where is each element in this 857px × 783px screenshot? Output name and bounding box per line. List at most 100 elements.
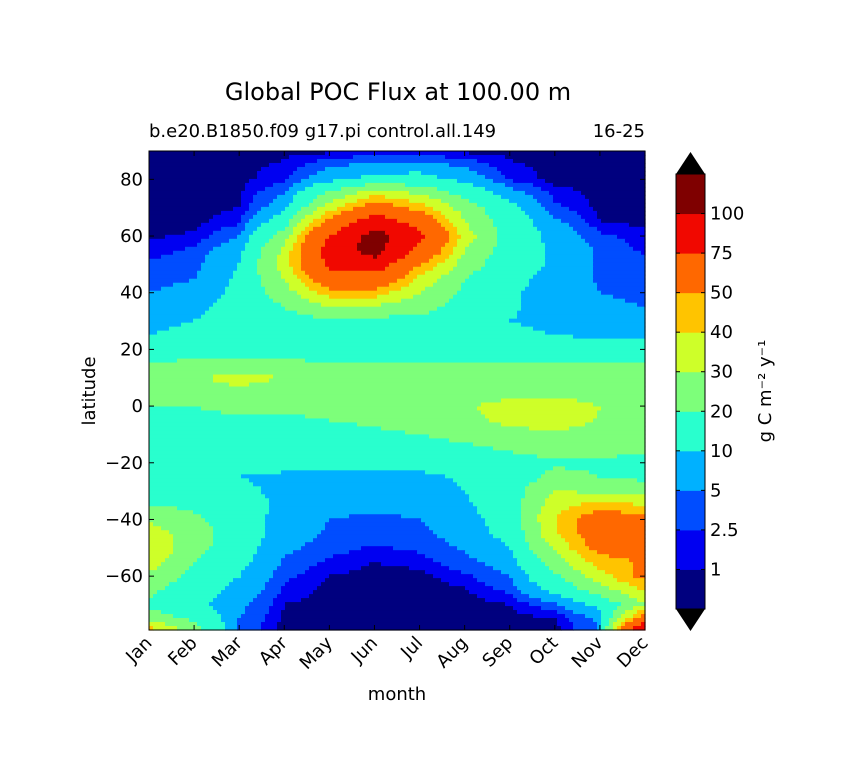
- contour-cell: [377, 286, 402, 292]
- contour-cell: [617, 618, 626, 623]
- contour-cell: [345, 194, 370, 200]
- contour-cell: [477, 594, 514, 599]
- contour-cell: [149, 502, 270, 507]
- contour-cell: [493, 534, 526, 539]
- contour-cell: [573, 566, 598, 571]
- contour-cell: [149, 542, 174, 547]
- contour-cell: [613, 614, 622, 619]
- contour-cell: [361, 566, 410, 571]
- contour-cell: [613, 610, 626, 615]
- contour-cell: [601, 626, 606, 631]
- contour-cell: [313, 590, 470, 595]
- contour-cell: [201, 514, 266, 519]
- contour-cell: [313, 218, 326, 224]
- contour-cell: [629, 222, 646, 228]
- contour-cell: [269, 202, 290, 208]
- contour-cell: [149, 602, 210, 607]
- contour-cell: [149, 494, 266, 499]
- contour-cell: [277, 230, 294, 236]
- contour-cell: [149, 418, 330, 424]
- contour-cell: [433, 282, 462, 288]
- contour-cell: [325, 262, 390, 268]
- contour-cell: [369, 214, 386, 220]
- contour-cell: [305, 162, 350, 168]
- contour-cell: [541, 230, 578, 236]
- contour-cell: [601, 582, 630, 587]
- contour-cell: [293, 170, 318, 176]
- contour-cell: [625, 618, 634, 623]
- contour-cell: [561, 574, 586, 579]
- contour-cell: [413, 278, 438, 284]
- contour-cell: [269, 506, 478, 511]
- contour-cell: [493, 246, 546, 252]
- contour-cell: [485, 206, 522, 212]
- contour-cell: [333, 214, 370, 220]
- contour-cell: [245, 226, 258, 232]
- contour-cell: [597, 474, 646, 479]
- contour-cell: [545, 498, 646, 503]
- contour-cell: [529, 542, 550, 547]
- contour-cell: [425, 210, 442, 216]
- contour-cell: [361, 174, 438, 180]
- contour-cell: [305, 186, 342, 192]
- contour-cell: [277, 566, 310, 571]
- contour-cell: [149, 166, 262, 172]
- contour-cell: [321, 302, 382, 308]
- contour-cell: [473, 574, 510, 579]
- contour-cell: [153, 522, 210, 527]
- contour-cell: [149, 606, 214, 611]
- contour-cell: [269, 578, 290, 583]
- contour-cell: [533, 218, 562, 224]
- contour-cell: [149, 446, 494, 451]
- contour-cell: [149, 210, 222, 216]
- contour-cell: [421, 518, 486, 523]
- contour-cell: [473, 502, 522, 507]
- contour-cell: [301, 250, 322, 256]
- contour-cell: [209, 306, 286, 312]
- contour-cell: [517, 314, 646, 320]
- contour-cell: [449, 238, 458, 244]
- colorbar-tick-label: 10: [710, 441, 733, 462]
- contour-cell: [329, 574, 434, 579]
- contour-cell: [281, 614, 534, 619]
- contour-cell: [281, 618, 558, 623]
- contour-cell: [249, 562, 282, 567]
- contour-cell: [633, 606, 646, 611]
- contour-cell: [201, 238, 230, 244]
- contour-cell: [457, 258, 486, 264]
- contour-cell: [445, 302, 522, 308]
- contour-cell: [149, 334, 574, 340]
- contour-cell: [253, 558, 282, 563]
- contour-cell: [537, 454, 618, 459]
- contour-cell: [593, 250, 642, 256]
- contour-cell: [457, 230, 474, 236]
- contour-cell: [617, 626, 622, 631]
- contour-cell: [545, 246, 594, 252]
- contour-cell: [637, 302, 646, 308]
- contour-cell: [149, 310, 206, 316]
- contour-cell: [441, 578, 478, 583]
- contour-cell: [549, 590, 590, 595]
- contour-cell: [305, 414, 486, 420]
- contour-cell: [377, 254, 406, 260]
- contour-cell: [325, 526, 430, 531]
- contour-cell: [597, 286, 646, 292]
- contour-cell: [465, 278, 530, 284]
- contour-cell: [285, 606, 514, 611]
- contour-cell: [249, 234, 274, 240]
- contour-cell: [149, 354, 646, 360]
- contour-cell: [425, 234, 450, 240]
- contour-cell: [241, 202, 250, 208]
- contour-cell: [149, 422, 358, 428]
- contour-cell: [513, 594, 530, 599]
- contour-cell: [409, 250, 442, 256]
- contour-cell: [513, 582, 538, 587]
- contour-cell: [593, 578, 618, 583]
- contour-cell: [477, 202, 518, 208]
- contour-cell: [469, 590, 506, 595]
- contour-cell: [497, 238, 542, 244]
- contour-cell: [493, 250, 546, 256]
- contour-cell: [149, 466, 554, 471]
- contour-cell: [413, 294, 454, 300]
- colorbar-tick-label: 5: [710, 480, 721, 501]
